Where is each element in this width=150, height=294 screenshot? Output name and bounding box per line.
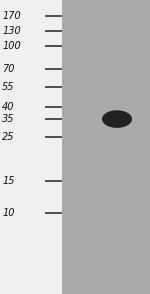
Text: 40: 40 <box>2 102 15 112</box>
Text: 35: 35 <box>2 114 15 124</box>
Text: 130: 130 <box>2 26 21 36</box>
Text: 170: 170 <box>2 11 21 21</box>
Text: 10: 10 <box>2 208 15 218</box>
Text: 25: 25 <box>2 132 15 142</box>
Text: 70: 70 <box>2 64 15 74</box>
Ellipse shape <box>102 110 132 128</box>
FancyBboxPatch shape <box>0 0 62 294</box>
FancyBboxPatch shape <box>62 0 150 294</box>
Text: 15: 15 <box>2 176 15 186</box>
Text: 55: 55 <box>2 82 15 92</box>
Text: 100: 100 <box>2 41 21 51</box>
